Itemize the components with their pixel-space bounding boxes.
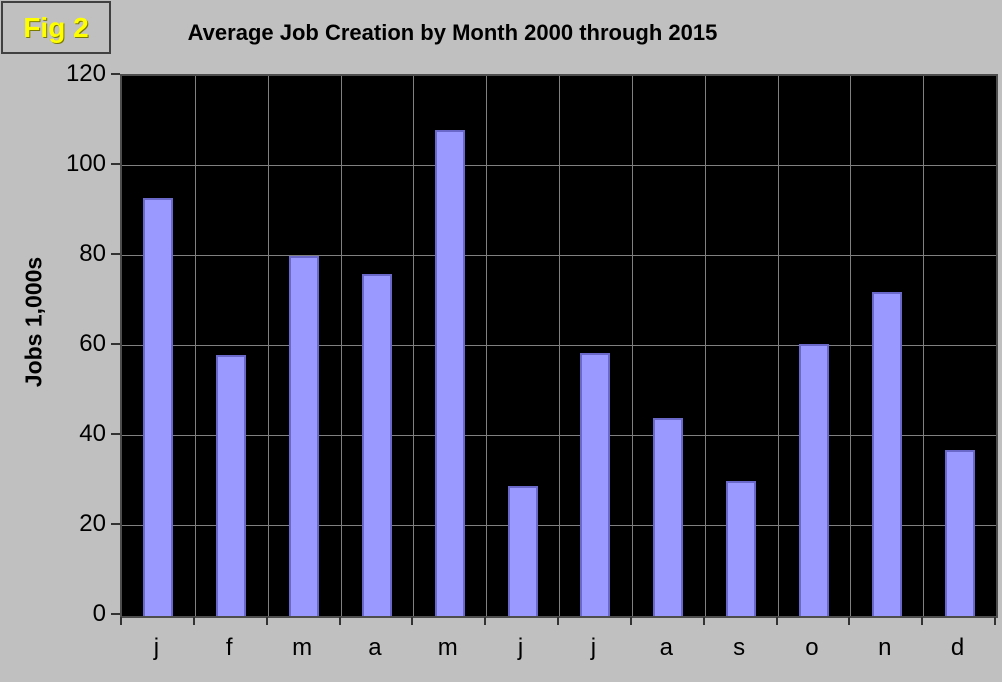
x-tick-mark	[994, 617, 996, 625]
bar-j-6	[507, 485, 538, 616]
x-tick-label-a-4: a	[368, 634, 382, 661]
bar-s-9	[726, 481, 757, 616]
bar-o-10	[798, 343, 829, 616]
x-tick-label-m-3: m	[292, 634, 313, 661]
y-tick-label: 0	[92, 600, 106, 627]
y-tick-mark	[111, 253, 120, 255]
gridline-vertical	[923, 76, 925, 616]
x-tick-mark	[775, 617, 778, 625]
bar-d-12	[944, 449, 975, 616]
bar-a-4	[361, 274, 392, 616]
y-tick-label: 20	[79, 510, 106, 537]
x-tick-label-n-11: n	[878, 634, 892, 661]
x-tick-label-f-2: f	[225, 634, 233, 661]
y-tick-label: 100	[65, 150, 106, 177]
gridline-vertical	[413, 76, 415, 616]
x-tick-mark	[338, 617, 341, 625]
y-axis-title: Jobs 1,000s	[20, 256, 47, 388]
gridline-vertical	[486, 76, 488, 616]
bar-n-11	[871, 292, 902, 616]
gridline-vertical	[777, 76, 779, 616]
bar-j-7	[580, 352, 611, 616]
gridline-vertical	[194, 76, 196, 616]
x-tick-mark	[921, 617, 924, 625]
x-tick-mark	[702, 617, 705, 625]
bar-f-2	[216, 355, 247, 616]
x-tick-mark	[265, 617, 268, 625]
x-tick-mark	[411, 617, 414, 625]
x-tick-mark	[629, 617, 632, 625]
x-tick-label-o-10: o	[805, 634, 819, 661]
chart-title: Average Job Creation by Month 2000 throu…	[187, 20, 718, 45]
gridline-vertical	[559, 76, 560, 616]
x-tick-label-a-8: a	[659, 634, 673, 661]
bar-a-8	[653, 418, 684, 616]
x-tick-label-j-1: j	[153, 634, 160, 661]
bar-m-5	[434, 130, 465, 616]
x-tick-label-j-7: j	[590, 634, 597, 661]
gridline-vertical	[704, 76, 706, 616]
gridline-vertical	[340, 76, 342, 616]
gridline-vertical	[850, 76, 852, 616]
y-tick-mark	[111, 613, 120, 615]
x-tick-label-j-6: j	[517, 634, 524, 661]
gridline-vertical	[267, 76, 269, 616]
bar-m-3	[289, 256, 320, 616]
y-tick-mark	[111, 433, 120, 435]
x-tick-mark	[557, 617, 559, 625]
y-tick-mark	[111, 523, 120, 525]
y-tick-label: 60	[79, 330, 106, 357]
plot-area	[120, 74, 998, 618]
figure-badge: Fig 2	[1, 1, 111, 54]
figure-badge-label: Fig 2	[23, 11, 89, 43]
x-tick-mark	[848, 617, 851, 625]
y-tick-mark	[111, 73, 120, 75]
gridline-vertical	[631, 76, 633, 616]
y-tick-mark	[111, 163, 120, 165]
x-tick-mark	[120, 617, 122, 625]
y-tick-label: 120	[65, 60, 106, 87]
x-tick-label-d-12: d	[950, 634, 965, 661]
x-tick-label-s-9: s	[733, 634, 746, 661]
x-tick-label-m-5: m	[437, 634, 458, 661]
x-tick-mark	[192, 617, 195, 625]
y-tick-label: 80	[79, 240, 106, 267]
x-tick-mark	[484, 617, 487, 625]
y-tick-label: 40	[79, 420, 106, 447]
bar-j-1	[143, 197, 174, 616]
y-tick-mark	[111, 343, 120, 345]
